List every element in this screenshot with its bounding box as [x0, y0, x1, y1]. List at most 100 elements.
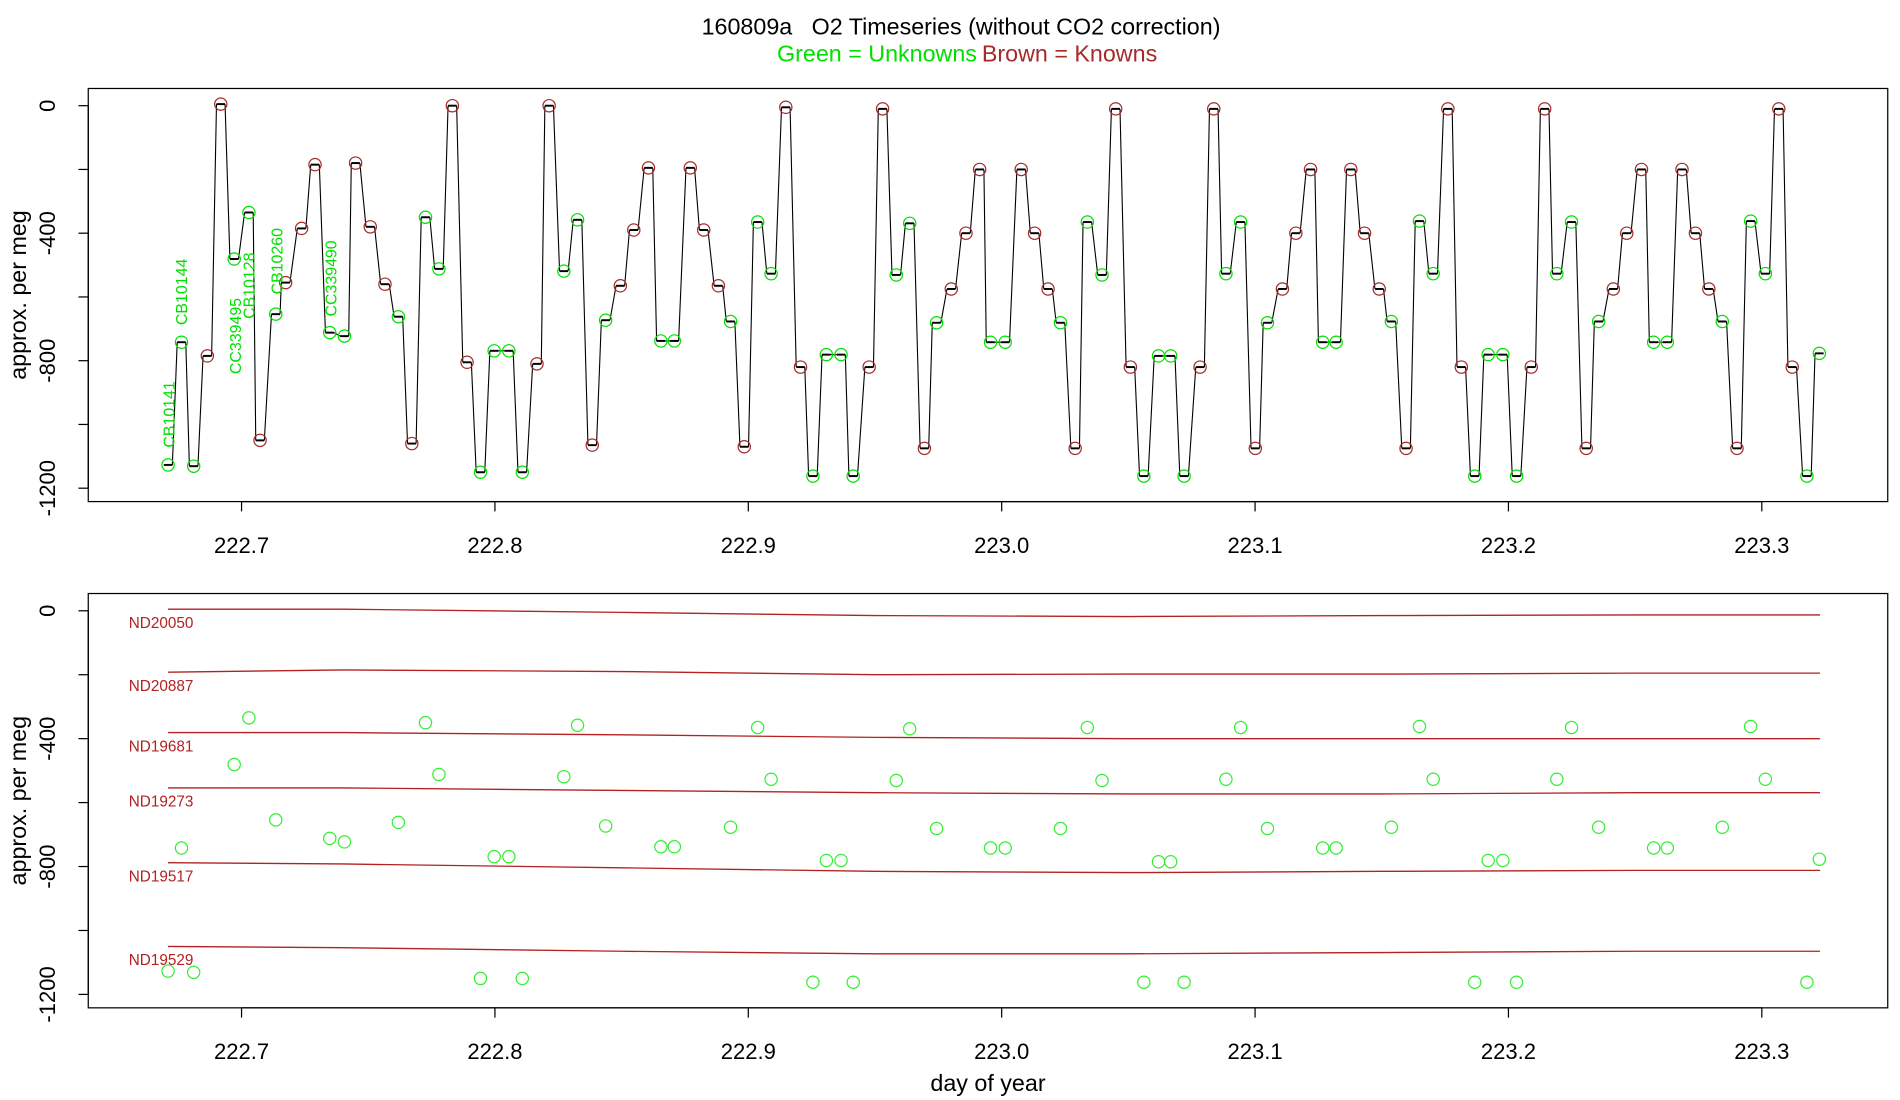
step-connector	[1244, 222, 1252, 449]
annotation: CB10141	[162, 381, 179, 448]
data-point	[391, 815, 406, 830]
step-connector	[1712, 288, 1719, 322]
data-point	[696, 223, 711, 237]
data-point	[432, 262, 446, 276]
data-point	[750, 720, 765, 735]
step-connector	[237, 212, 246, 260]
data-point	[750, 215, 765, 229]
y-tick-label: 0	[35, 605, 60, 617]
data-point	[723, 314, 738, 329]
data-point	[1730, 441, 1744, 456]
data-point	[654, 839, 668, 854]
step-connector	[1548, 108, 1554, 274]
data-point	[641, 161, 656, 175]
data-point	[1275, 282, 1290, 296]
step-connector	[415, 217, 422, 444]
data-point	[834, 347, 848, 362]
step-connector	[1782, 108, 1789, 368]
data-point	[337, 835, 352, 849]
plot-frame	[87, 592, 1889, 1009]
data-point	[1137, 975, 1151, 990]
x-tick-label: 222.9	[721, 533, 776, 558]
x-tick-label: 223.1	[1227, 1039, 1282, 1064]
data-point	[542, 98, 556, 113]
data-point	[1357, 226, 1372, 240]
step-connector	[171, 342, 178, 465]
data-point	[1260, 316, 1275, 330]
step-connector	[567, 219, 574, 272]
step-connector	[279, 282, 282, 315]
data-point	[1193, 360, 1207, 374]
step-connector	[844, 354, 850, 477]
step-connector	[289, 228, 298, 283]
step-connector	[402, 316, 409, 444]
step-connector	[652, 167, 658, 341]
data-point	[161, 458, 175, 472]
data-point	[1772, 102, 1786, 116]
data-point	[1564, 720, 1579, 735]
data-point	[819, 347, 834, 362]
data-point	[667, 334, 682, 348]
data-point	[1095, 773, 1109, 788]
data-point	[1080, 215, 1095, 229]
data-point	[294, 221, 309, 236]
data-point	[1329, 841, 1343, 855]
step-connector	[1409, 221, 1416, 449]
step-connector	[1174, 355, 1181, 477]
data-point	[487, 344, 501, 358]
data-point	[983, 335, 998, 349]
data-point	[570, 213, 585, 227]
data-point	[570, 718, 585, 732]
data-point	[1660, 841, 1675, 855]
step-connector	[429, 217, 436, 269]
data-point	[1177, 975, 1191, 990]
step-connector	[637, 167, 645, 231]
data-point	[875, 102, 890, 116]
data-point	[1564, 215, 1579, 229]
step-connector	[1740, 221, 1747, 449]
reference-label: ND19273	[129, 794, 194, 811]
y-axis-label: approx. per meg	[5, 210, 31, 380]
data-point	[1441, 102, 1455, 116]
annotation: CC339495	[228, 298, 245, 374]
data-point	[515, 971, 530, 986]
step-connector	[983, 169, 987, 343]
step-connector	[1810, 353, 1816, 477]
data-point	[1591, 314, 1606, 329]
reference-label: ND19517	[129, 868, 194, 885]
step-connector	[1630, 169, 1638, 234]
data-point	[1660, 335, 1675, 349]
reference-label: ND20887	[129, 678, 194, 695]
data-point	[1715, 314, 1730, 329]
reference-line	[168, 862, 1821, 874]
data-point	[174, 335, 189, 349]
step-connector	[470, 362, 477, 473]
step-connector	[1560, 221, 1568, 274]
data-point	[959, 226, 973, 240]
data-point	[405, 436, 419, 451]
data-point	[308, 157, 322, 172]
step-connector	[1451, 108, 1458, 368]
data-point	[186, 965, 201, 980]
data-point	[723, 820, 738, 834]
step-connector	[678, 167, 687, 341]
step-connector	[1795, 367, 1804, 477]
data-point	[1108, 102, 1123, 116]
step-connector	[1024, 169, 1031, 234]
data-point	[460, 355, 474, 370]
data-point	[917, 441, 932, 456]
data-point	[1537, 102, 1552, 116]
data-point	[1688, 226, 1703, 240]
step-connector	[1354, 169, 1361, 234]
data-point	[1177, 469, 1191, 483]
data-point	[322, 831, 337, 846]
data-point	[1426, 266, 1440, 281]
data-point	[1027, 226, 1042, 240]
step-connector	[969, 169, 976, 234]
step-connector	[1187, 367, 1197, 477]
step-connector	[722, 285, 727, 322]
step-connector	[1645, 169, 1650, 343]
step-connector	[1395, 321, 1403, 449]
data-point	[1137, 469, 1151, 483]
data-point	[1412, 214, 1427, 228]
